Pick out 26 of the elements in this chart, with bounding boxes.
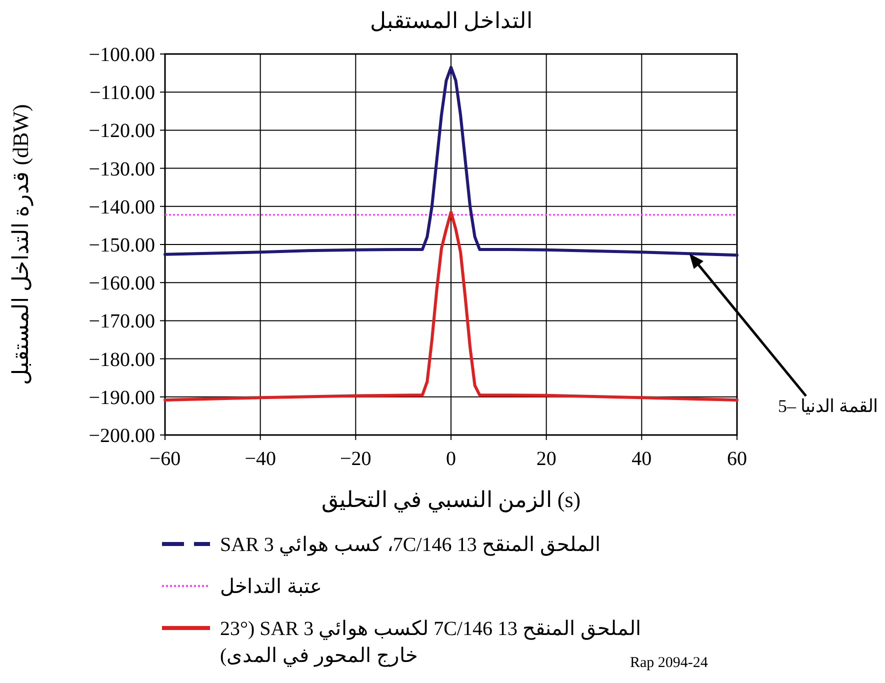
y-tick-label: −190.00 bbox=[88, 386, 155, 409]
x-axis-title: الزمن النسبي في التحليق (s) bbox=[321, 487, 581, 513]
x-tick-label: −60 bbox=[149, 448, 181, 470]
y-tick-label: −110.00 bbox=[89, 82, 155, 104]
y-tick-label: −140.00 bbox=[88, 196, 155, 218]
x-tick-label: −40 bbox=[244, 448, 276, 470]
x-tick-label: 20 bbox=[536, 448, 556, 470]
text: Rap 2094-24 bbox=[630, 655, 708, 672]
legend-label: عتبة التداخل bbox=[220, 575, 322, 600]
x-tick-label: 0 bbox=[446, 448, 456, 470]
text: القمة الدنيا –5 bbox=[778, 396, 878, 416]
legend-label: الملحق المنقح 13 7C/146، كسب هوائي SAR 3 bbox=[220, 533, 601, 558]
y-tick-label: −160.00 bbox=[88, 272, 155, 295]
x-tick-label: −20 bbox=[340, 448, 372, 470]
y-tick-label: −150.00 bbox=[88, 234, 155, 256]
x-tick-label: 40 bbox=[632, 448, 652, 470]
y-axis-title: قدرة التداخل المستقبل (dBW) bbox=[8, 104, 34, 385]
y-tick-label: −120.00 bbox=[88, 120, 155, 142]
chart-title: التداخل المستقبل bbox=[370, 8, 532, 33]
line-series bbox=[164, 210, 738, 402]
y-tick-label: −100.00 bbox=[88, 44, 155, 66]
y-tick-label: −170.00 bbox=[88, 310, 155, 333]
y-tick-label: −130.00 bbox=[88, 158, 155, 180]
y-tick-label: −180.00 bbox=[88, 348, 155, 371]
x-tick-label: 60 bbox=[727, 448, 747, 470]
y-tick-label: −200.00 bbox=[88, 425, 155, 447]
